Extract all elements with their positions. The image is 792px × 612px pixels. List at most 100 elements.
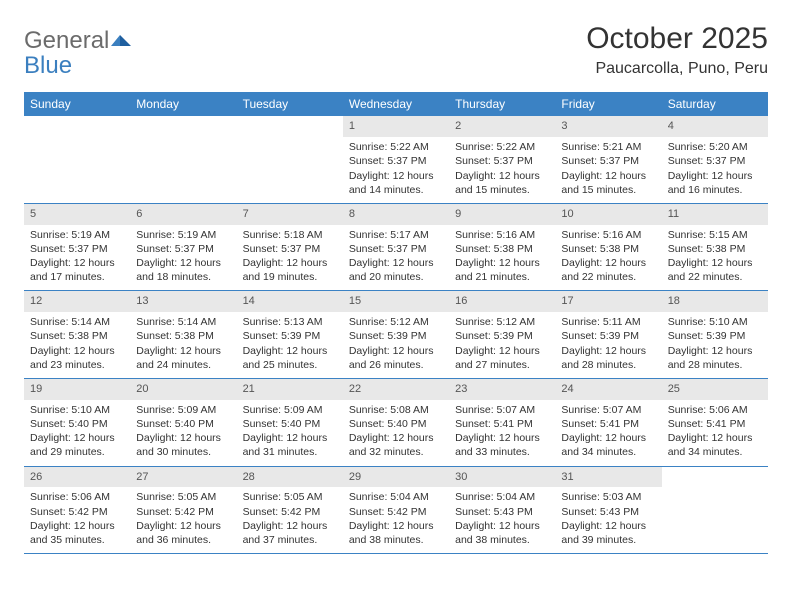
day-number: 17 [555, 291, 661, 312]
sunset-text: Sunset: 5:40 PM [30, 417, 124, 431]
day-body: Sunrise: 5:19 AMSunset: 5:37 PMDaylight:… [130, 225, 236, 291]
sunset-text: Sunset: 5:38 PM [561, 242, 655, 256]
sunset-text: Sunset: 5:38 PM [30, 329, 124, 343]
day-cell: 11Sunrise: 5:15 AMSunset: 5:38 PMDayligh… [662, 204, 768, 291]
day-body: Sunrise: 5:17 AMSunset: 5:37 PMDaylight:… [343, 225, 449, 291]
daylight-text-1: Daylight: 12 hours [349, 169, 443, 183]
logo-text-blue: Blue [24, 52, 72, 79]
daylight-text-1: Daylight: 12 hours [455, 256, 549, 270]
sunrise-text: Sunrise: 5:03 AM [561, 490, 655, 504]
sunset-text: Sunset: 5:41 PM [561, 417, 655, 431]
sunset-text: Sunset: 5:43 PM [455, 505, 549, 519]
day-cell: 20Sunrise: 5:09 AMSunset: 5:40 PMDayligh… [130, 379, 236, 466]
daylight-text-1: Daylight: 12 hours [349, 344, 443, 358]
sunrise-text: Sunrise: 5:21 AM [561, 140, 655, 154]
sunset-text: Sunset: 5:41 PM [455, 417, 549, 431]
day-number: 4 [662, 116, 768, 137]
daylight-text-2: and 37 minutes. [243, 533, 337, 547]
sunset-text: Sunset: 5:40 PM [136, 417, 230, 431]
weekday-saturday: Saturday [662, 92, 768, 116]
daylight-text-1: Daylight: 12 hours [668, 344, 762, 358]
day-number: 5 [24, 204, 130, 225]
sunrise-text: Sunrise: 5:09 AM [243, 403, 337, 417]
sunrise-text: Sunrise: 5:05 AM [243, 490, 337, 504]
day-number: 27 [130, 467, 236, 488]
week-row: 19Sunrise: 5:10 AMSunset: 5:40 PMDayligh… [24, 379, 768, 467]
sunrise-text: Sunrise: 5:14 AM [30, 315, 124, 329]
sunset-text: Sunset: 5:42 PM [243, 505, 337, 519]
sunset-text: Sunset: 5:40 PM [349, 417, 443, 431]
daylight-text-2: and 32 minutes. [349, 445, 443, 459]
daylight-text-1: Daylight: 12 hours [668, 431, 762, 445]
day-number: 18 [662, 291, 768, 312]
day-number: 28 [237, 467, 343, 488]
sunset-text: Sunset: 5:42 PM [136, 505, 230, 519]
sunrise-text: Sunrise: 5:05 AM [136, 490, 230, 504]
day-number: 20 [130, 379, 236, 400]
logo-mark-icon [111, 28, 133, 53]
weekday-header-row: SundayMondayTuesdayWednesdayThursdayFrid… [24, 92, 768, 116]
day-body: Sunrise: 5:12 AMSunset: 5:39 PMDaylight:… [343, 312, 449, 378]
sunrise-text: Sunrise: 5:13 AM [243, 315, 337, 329]
day-body: Sunrise: 5:07 AMSunset: 5:41 PMDaylight:… [555, 400, 661, 466]
daylight-text-2: and 31 minutes. [243, 445, 337, 459]
day-body: Sunrise: 5:06 AMSunset: 5:42 PMDaylight:… [24, 487, 130, 553]
day-cell: 26Sunrise: 5:06 AMSunset: 5:42 PMDayligh… [24, 467, 130, 554]
sunrise-text: Sunrise: 5:16 AM [455, 228, 549, 242]
daylight-text-2: and 22 minutes. [668, 270, 762, 284]
sunrise-text: Sunrise: 5:22 AM [455, 140, 549, 154]
title-block: October 2025 Paucarcolla, Puno, Peru [586, 22, 768, 78]
sunset-text: Sunset: 5:39 PM [243, 329, 337, 343]
day-body: Sunrise: 5:14 AMSunset: 5:38 PMDaylight:… [24, 312, 130, 378]
daylight-text-2: and 24 minutes. [136, 358, 230, 372]
sunset-text: Sunset: 5:38 PM [668, 242, 762, 256]
day-body: Sunrise: 5:11 AMSunset: 5:39 PMDaylight:… [555, 312, 661, 378]
daylight-text-2: and 21 minutes. [455, 270, 549, 284]
day-body: Sunrise: 5:16 AMSunset: 5:38 PMDaylight:… [555, 225, 661, 291]
day-cell-empty [662, 467, 768, 554]
day-cell: 17Sunrise: 5:11 AMSunset: 5:39 PMDayligh… [555, 291, 661, 378]
daylight-text-2: and 28 minutes. [668, 358, 762, 372]
weekday-monday: Monday [130, 92, 236, 116]
daylight-text-1: Daylight: 12 hours [136, 431, 230, 445]
daylight-text-1: Daylight: 12 hours [30, 519, 124, 533]
day-cell-empty [237, 116, 343, 203]
day-number: 8 [343, 204, 449, 225]
week-row: 5Sunrise: 5:19 AMSunset: 5:37 PMDaylight… [24, 204, 768, 292]
day-cell: 28Sunrise: 5:05 AMSunset: 5:42 PMDayligh… [237, 467, 343, 554]
day-cell: 15Sunrise: 5:12 AMSunset: 5:39 PMDayligh… [343, 291, 449, 378]
day-cell: 2Sunrise: 5:22 AMSunset: 5:37 PMDaylight… [449, 116, 555, 203]
weekday-wednesday: Wednesday [343, 92, 449, 116]
sunset-text: Sunset: 5:37 PM [30, 242, 124, 256]
sunset-text: Sunset: 5:37 PM [455, 154, 549, 168]
sunset-text: Sunset: 5:41 PM [668, 417, 762, 431]
day-body: Sunrise: 5:10 AMSunset: 5:39 PMDaylight:… [662, 312, 768, 378]
sunrise-text: Sunrise: 5:10 AM [668, 315, 762, 329]
logo: GeneralBlue [24, 28, 133, 78]
weekday-sunday: Sunday [24, 92, 130, 116]
day-cell: 16Sunrise: 5:12 AMSunset: 5:39 PMDayligh… [449, 291, 555, 378]
day-body: Sunrise: 5:04 AMSunset: 5:43 PMDaylight:… [449, 487, 555, 553]
sunset-text: Sunset: 5:43 PM [561, 505, 655, 519]
day-cell-empty [130, 116, 236, 203]
day-cell: 13Sunrise: 5:14 AMSunset: 5:38 PMDayligh… [130, 291, 236, 378]
weekday-thursday: Thursday [449, 92, 555, 116]
week-row: 26Sunrise: 5:06 AMSunset: 5:42 PMDayligh… [24, 467, 768, 555]
logo-text-general: General [24, 27, 109, 54]
sunset-text: Sunset: 5:39 PM [349, 329, 443, 343]
sunrise-text: Sunrise: 5:17 AM [349, 228, 443, 242]
day-body: Sunrise: 5:22 AMSunset: 5:37 PMDaylight:… [343, 137, 449, 203]
daylight-text-1: Daylight: 12 hours [349, 431, 443, 445]
daylight-text-2: and 38 minutes. [455, 533, 549, 547]
weekday-friday: Friday [555, 92, 661, 116]
day-cell: 14Sunrise: 5:13 AMSunset: 5:39 PMDayligh… [237, 291, 343, 378]
sunrise-text: Sunrise: 5:19 AM [30, 228, 124, 242]
daylight-text-1: Daylight: 12 hours [561, 519, 655, 533]
day-cell: 1Sunrise: 5:22 AMSunset: 5:37 PMDaylight… [343, 116, 449, 203]
daylight-text-2: and 25 minutes. [243, 358, 337, 372]
day-cell: 27Sunrise: 5:05 AMSunset: 5:42 PMDayligh… [130, 467, 236, 554]
day-cell: 21Sunrise: 5:09 AMSunset: 5:40 PMDayligh… [237, 379, 343, 466]
day-body: Sunrise: 5:08 AMSunset: 5:40 PMDaylight:… [343, 400, 449, 466]
day-body: Sunrise: 5:05 AMSunset: 5:42 PMDaylight:… [237, 487, 343, 553]
sunrise-text: Sunrise: 5:07 AM [561, 403, 655, 417]
